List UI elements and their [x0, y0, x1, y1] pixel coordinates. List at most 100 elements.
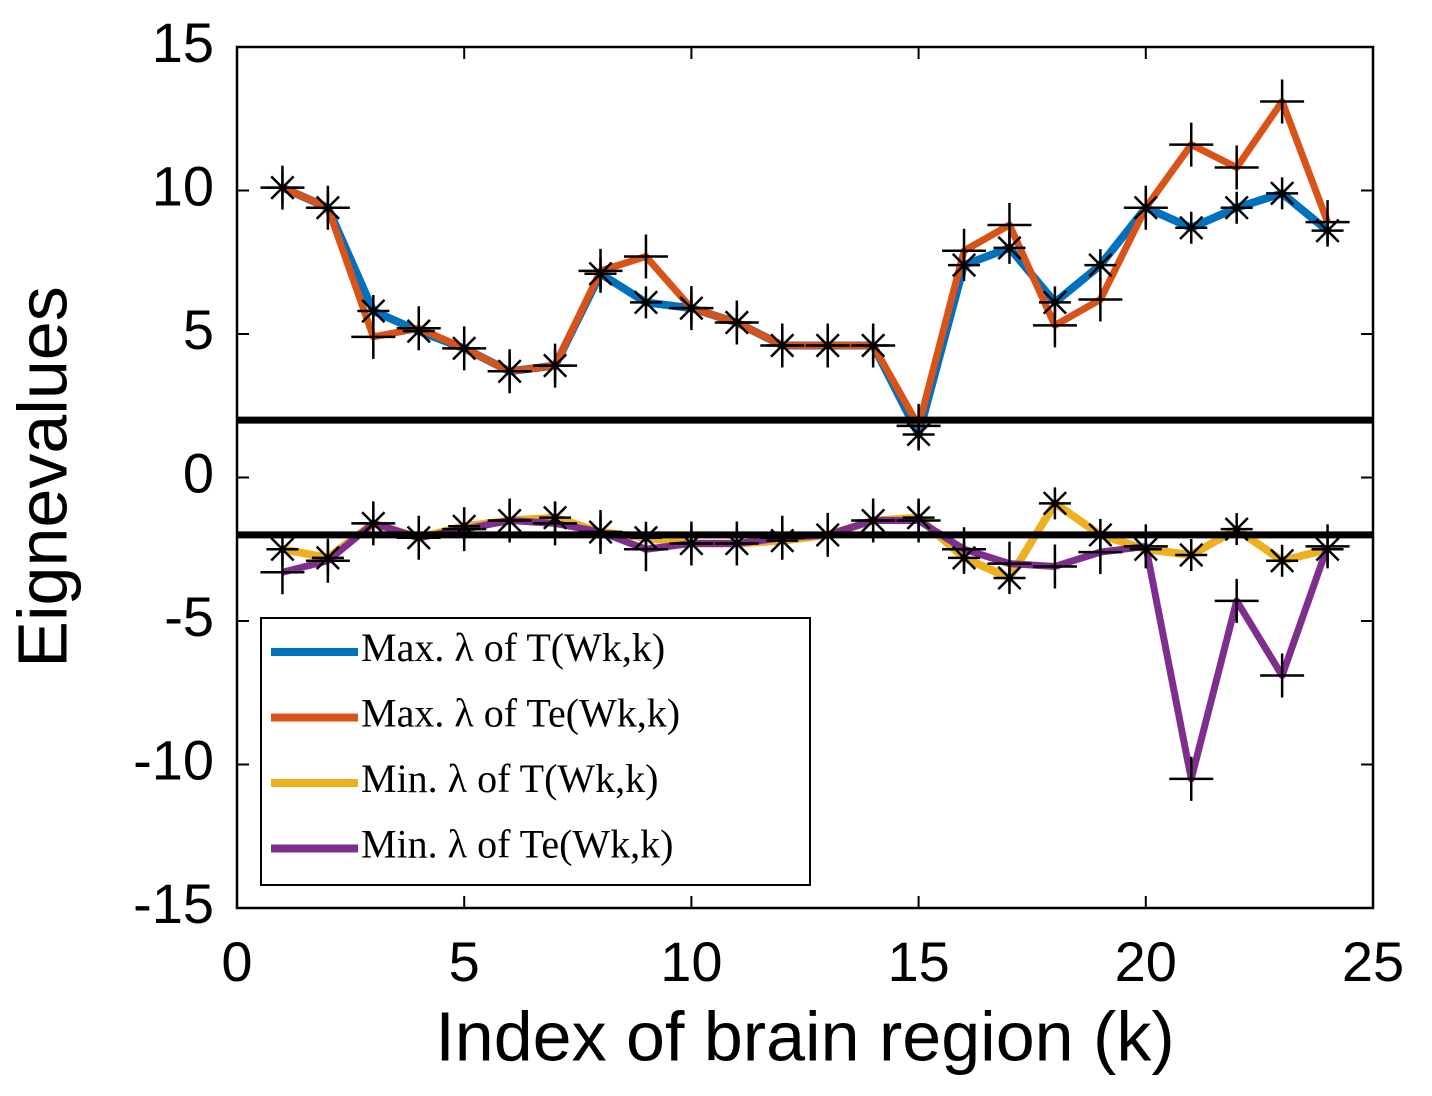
marker: [851, 498, 896, 543]
star-marker: [629, 286, 662, 319]
plus-marker: [987, 541, 1032, 586]
marker: [896, 403, 941, 448]
marker: [578, 510, 623, 555]
marker: [533, 501, 578, 546]
marker: [805, 323, 850, 368]
series-line: [280, 183, 1331, 439]
marker: [896, 498, 941, 543]
plus-marker: [714, 521, 759, 566]
y-tick-label: 5: [183, 298, 214, 361]
x-tick-label: 5: [449, 930, 480, 993]
marker: [1214, 145, 1259, 190]
marker: [487, 498, 532, 543]
series-line: [281, 98, 1331, 430]
marker: [351, 501, 396, 546]
marker: [669, 286, 714, 331]
plus-marker: [396, 306, 441, 351]
x-tick-label: 20: [1115, 930, 1177, 993]
plus-marker: [1305, 200, 1350, 245]
marker: [623, 527, 668, 572]
x-tick-label: 15: [887, 930, 949, 993]
legend-label: Max. λ of T(Wk,k): [361, 625, 665, 670]
plus-marker: [533, 343, 578, 388]
marker: [1123, 524, 1168, 569]
star-marker: [993, 231, 1026, 264]
plus-marker: [1078, 530, 1123, 575]
plus-marker: [487, 349, 532, 394]
marker: [1305, 200, 1350, 245]
marker: [1220, 191, 1253, 224]
plus-marker: [851, 498, 896, 543]
marker: [1175, 211, 1208, 244]
marker: [578, 248, 623, 293]
marker: [266, 533, 299, 566]
plus-marker: [1123, 185, 1168, 230]
plus-marker: [760, 323, 805, 368]
marker: [1032, 303, 1077, 348]
star-marker: [1266, 177, 1299, 210]
marker: [357, 295, 390, 328]
marker: [714, 521, 759, 566]
marker: [942, 527, 987, 572]
plus-marker: [305, 538, 350, 583]
plot-frame: [235, 45, 1375, 910]
plus-marker: [578, 510, 623, 555]
plus-marker: [851, 323, 896, 368]
marker: [260, 550, 305, 595]
plus-marker: [260, 165, 305, 210]
marker: [1032, 544, 1077, 589]
plus-marker: [351, 314, 396, 359]
plus-marker: [805, 323, 850, 368]
marker: [442, 326, 487, 371]
plus-marker: [942, 228, 987, 273]
marker: [1084, 249, 1117, 282]
star-marker: [1220, 513, 1253, 546]
plus-marker: [714, 300, 759, 345]
marker: [1214, 578, 1259, 623]
plus-marker: [1169, 756, 1214, 801]
marker: [1305, 524, 1350, 569]
legend-label: Max. λ of Te(Wk,k): [361, 691, 680, 736]
x-tick-label: 25: [1342, 930, 1404, 993]
marker: [1266, 177, 1299, 210]
y-tick-label: -5: [164, 585, 214, 648]
plus-marker: [623, 234, 668, 279]
plus-marker: [987, 202, 1032, 247]
marker: [760, 515, 805, 560]
marker: [629, 286, 662, 319]
plus-marker: [942, 527, 987, 572]
star-marker: [1084, 249, 1117, 282]
star-marker: [1266, 544, 1299, 577]
marker: [487, 349, 532, 394]
y-tick-label: -15: [133, 872, 214, 935]
star-marker: [1038, 286, 1071, 319]
legend-box: [260, 617, 811, 886]
plus-marker: [351, 501, 396, 546]
plus-marker: [1078, 277, 1123, 322]
plus-marker: [487, 498, 532, 543]
marker: [1260, 79, 1305, 124]
plus-marker: [896, 498, 941, 543]
marker: [305, 538, 350, 583]
plus-marker: [260, 550, 305, 595]
star-marker: [1175, 211, 1208, 244]
y-axis-label: Eignevalues: [3, 286, 81, 667]
plus-marker: [805, 512, 850, 557]
plus-marker: [1032, 303, 1077, 348]
legend-label: Min. λ of T(Wk,k): [361, 756, 659, 801]
marker: [623, 234, 668, 279]
marker: [942, 228, 987, 273]
marker: [1169, 756, 1214, 801]
plus-marker: [1169, 122, 1214, 167]
plus-marker: [896, 403, 941, 448]
plus-marker: [1260, 79, 1305, 124]
marker: [260, 165, 305, 210]
x-tick-label: 10: [660, 930, 722, 993]
plus-marker: [442, 507, 487, 552]
marker: [1078, 277, 1123, 322]
marker: [1078, 530, 1123, 575]
star-marker: [1220, 191, 1253, 224]
plus-marker: [578, 248, 623, 293]
star-marker: [1038, 487, 1071, 520]
